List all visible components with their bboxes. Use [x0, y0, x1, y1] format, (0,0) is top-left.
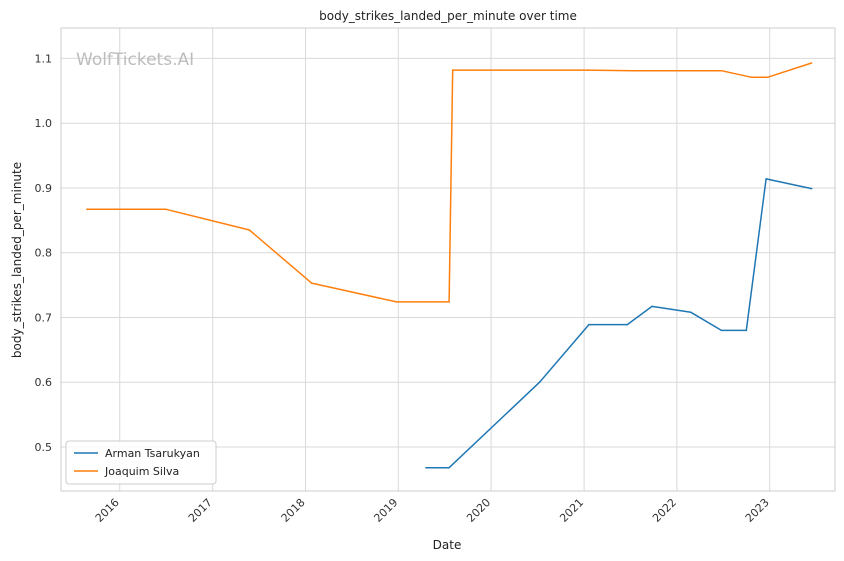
data-point-joaquim-silva-9 [632, 69, 635, 72]
data-point-joaquim-silva-3 [310, 282, 313, 284]
plot-area-border [60, 27, 836, 492]
legend-label-joaquim-silva: Joaquim Silva [104, 465, 179, 478]
data-point-joaquim-silva-4 [395, 301, 398, 303]
series-layer [86, 62, 813, 469]
data-point-arman-tsarukyan-6 [690, 311, 692, 314]
data-point-joaquim-silva-11 [750, 76, 752, 78]
y-tick-label-0-6: 0.6 [35, 376, 53, 389]
data-point-joaquim-silva-12 [767, 76, 769, 78]
series-line-joaquim-silva [86, 62, 812, 303]
data-point-joaquim-silva-10 [720, 69, 723, 72]
y-tick-label-1-0: 1.0 [35, 117, 53, 130]
data-point-joaquim-silva-13 [810, 62, 813, 64]
data-point-joaquim-silva-7 [498, 69, 500, 71]
y-tick-label-0-5: 0.5 [35, 441, 53, 454]
y-tick-label-1-1: 1.1 [35, 52, 53, 65]
data-point-joaquim-silva-6 [451, 69, 454, 71]
x-axis-title: Date [433, 538, 462, 552]
data-point-arman-tsarukyan-3 [588, 323, 590, 326]
data-point-arman-tsarukyan-9 [765, 178, 767, 180]
data-point-arman-tsarukyan-5 [651, 305, 653, 308]
data-point-joaquim-silva-1 [165, 208, 167, 211]
data-point-arman-tsarukyan-7 [720, 329, 723, 332]
watermark: WolfTickets.AI [76, 50, 194, 70]
legend-box [65, 440, 217, 485]
data-point-arman-tsarukyan-2 [538, 381, 541, 384]
data-point-joaquim-silva-2 [248, 229, 251, 231]
chart-title: body_strikes_landed_per_minute over time [319, 9, 577, 23]
data-point-arman-tsarukyan-8 [745, 329, 748, 332]
y-axis-title: body_strikes_landed_per_minute [10, 162, 24, 358]
y-tick-label-0-8: 0.8 [35, 247, 53, 260]
data-point-arman-tsarukyan-1 [448, 466, 450, 469]
legend: Arman Tsarukyan Joaquim Silva [65, 440, 217, 485]
data-point-joaquim-silva-5 [448, 301, 450, 303]
grid [61, 28, 835, 491]
data-point-joaquim-silva-8 [586, 69, 589, 71]
data-point-arman-tsarukyan-0 [425, 466, 427, 469]
data-point-arman-tsarukyan-10 [810, 187, 813, 190]
data-point-arman-tsarukyan-4 [626, 323, 629, 326]
y-tick-label-0-9: 0.9 [35, 182, 53, 195]
y-tick-label-0-7: 0.7 [35, 311, 53, 324]
data-point-joaquim-silva-0 [86, 208, 88, 211]
legend-label-arman-tsarukyan: Arman Tsarukyan [105, 447, 200, 460]
